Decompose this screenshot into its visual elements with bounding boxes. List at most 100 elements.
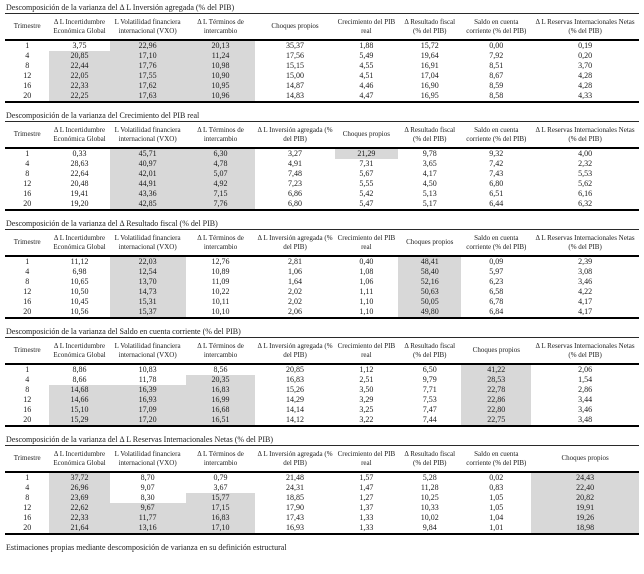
column-header: Δ L Inversión agregada (% del PIB) bbox=[255, 230, 335, 257]
value-cell: 12,76 bbox=[211, 257, 230, 266]
value-cell: 48,41 bbox=[398, 256, 462, 267]
value-cell: 7,76 bbox=[185, 199, 256, 211]
value-cell: 22,25 bbox=[49, 91, 110, 103]
value-cell: 6,50 bbox=[422, 365, 437, 374]
value-cell: 6,78 bbox=[489, 297, 504, 306]
value-cell: 40,97 bbox=[109, 159, 186, 169]
value-cell: 10,65 bbox=[70, 277, 89, 286]
value-cell: 17,10 bbox=[109, 51, 186, 61]
quarter-cell: 20 bbox=[5, 199, 50, 211]
column-header: L Volatilidad financiera internacional (… bbox=[109, 338, 186, 365]
value-cell: 23,69 bbox=[49, 493, 110, 503]
table-section-5: Descomposición de la varianza del Δ L Re… bbox=[5, 434, 639, 535]
value-cell: 7,53 bbox=[422, 395, 437, 404]
column-header: L Volatilidad financiera internacional (… bbox=[109, 122, 186, 149]
value-cell: 24,31 bbox=[286, 483, 305, 492]
table-row: 16 22,33 11,77 16,83 17,43 1,33 10,02 1,04 19,26 bbox=[5, 513, 639, 523]
column-header: Δ Resultado fiscal (% del PIB) bbox=[398, 122, 462, 149]
value-cell: 0,00 bbox=[489, 41, 504, 50]
value-cell: 6,51 bbox=[489, 189, 504, 198]
value-cell: 4,28 bbox=[578, 81, 593, 90]
value-cell: 17,55 bbox=[109, 71, 186, 81]
value-cell: 10,25 bbox=[420, 493, 439, 502]
value-cell: 14,14 bbox=[286, 405, 305, 414]
value-cell: 7,15 bbox=[185, 189, 256, 199]
value-cell: 2,06 bbox=[578, 365, 593, 374]
value-cell: 16,91 bbox=[420, 61, 439, 70]
value-cell: 6,84 bbox=[461, 307, 532, 319]
value-cell: 1,47 bbox=[359, 483, 374, 492]
value-cell: 52,16 bbox=[398, 277, 462, 287]
column-header: Δ L Inversión agregada (% del PIB) bbox=[255, 122, 335, 149]
header-row: Trimestre Δ L Incertidumbre Económica Glo… bbox=[5, 14, 639, 41]
quarter-cell: 12 bbox=[23, 503, 32, 512]
value-cell: 15,26 bbox=[286, 385, 305, 394]
value-cell: 9,07 bbox=[140, 483, 155, 492]
table-row: 12 20,48 44,91 4,92 7,23 5,55 4,50 6,80 5,62 bbox=[5, 179, 639, 189]
value-cell: 20,82 bbox=[531, 493, 639, 503]
value-cell: 5,67 bbox=[359, 169, 374, 178]
table-row: 12 22,62 9,67 17,15 17,90 1,37 10,33 1,05 19,91 bbox=[5, 503, 639, 513]
value-cell: 0,83 bbox=[489, 483, 504, 492]
value-cell: 3,27 bbox=[288, 149, 303, 158]
column-header: Saldo en cuenta corriente (% del PIB) bbox=[461, 446, 532, 473]
value-cell: 15,37 bbox=[109, 307, 186, 319]
tables-container: Descomposición de la varianza del Δ L In… bbox=[5, 2, 639, 535]
value-cell: 4,22 bbox=[578, 287, 593, 296]
quarter-cell: 16 bbox=[23, 513, 32, 522]
table-title: Descomposición de la varianza del Saldo … bbox=[5, 326, 639, 338]
quarter-cell: 8 bbox=[25, 493, 30, 502]
column-header: Δ L Incertidumbre Económica Global bbox=[49, 14, 110, 41]
value-cell: 1,33 bbox=[359, 513, 374, 522]
variance-table: Trimestre Δ L Incertidumbre Económica Glo… bbox=[5, 230, 639, 319]
value-cell: 1,06 bbox=[288, 267, 303, 276]
value-cell: 0,02 bbox=[489, 473, 504, 482]
value-cell: 8,56 bbox=[213, 365, 228, 374]
value-cell: 15,77 bbox=[185, 493, 256, 503]
table-section-2: Descomposición de la varianza del Crecim… bbox=[5, 110, 639, 211]
value-cell: 17,63 bbox=[109, 91, 186, 103]
column-header: Choques propios bbox=[398, 230, 462, 257]
value-cell: 11,09 bbox=[211, 277, 230, 286]
column-header: Trimestre bbox=[5, 14, 50, 41]
value-cell: 15,00 bbox=[286, 71, 305, 80]
column-header: Trimestre bbox=[5, 230, 50, 257]
value-cell: 15,29 bbox=[49, 415, 110, 427]
value-cell: 1,37 bbox=[359, 503, 374, 512]
quarter-cell: 20 bbox=[5, 307, 50, 319]
quarter-cell: 8 bbox=[25, 169, 30, 178]
table-row: 20 19,20 42,85 7,76 6,80 5,47 5,17 6,44 6,32 bbox=[5, 199, 639, 211]
value-cell: 17,15 bbox=[185, 503, 256, 513]
value-cell: 0,79 bbox=[213, 473, 228, 482]
value-cell: 6,98 bbox=[72, 267, 87, 276]
value-cell: 19,91 bbox=[531, 503, 639, 513]
value-cell: 21,29 bbox=[334, 148, 399, 159]
value-cell: 50,05 bbox=[398, 297, 462, 307]
table-row: 16 15,10 17,09 16,68 14,14 3,25 7,47 22,80 3,46 bbox=[5, 405, 639, 415]
table-section-3: Descomposición de la varianza del Δ Resu… bbox=[5, 218, 639, 319]
value-cell: 21,48 bbox=[286, 473, 305, 482]
value-cell: 12,54 bbox=[109, 267, 186, 277]
value-cell: 15,15 bbox=[286, 61, 305, 70]
value-cell: 22,40 bbox=[531, 483, 639, 493]
value-cell: 4,28 bbox=[578, 71, 593, 80]
column-header: Trimestre bbox=[5, 122, 50, 149]
value-cell: 0,33 bbox=[72, 149, 87, 158]
value-cell: 4,00 bbox=[578, 149, 593, 158]
quarter-cell: 8 bbox=[25, 61, 30, 70]
value-cell: 22,44 bbox=[49, 61, 110, 71]
value-cell: 10,11 bbox=[211, 297, 230, 306]
table-row: 8 23,69 8,30 15,77 18,85 1,27 10,25 1,05 20,82 bbox=[5, 493, 639, 503]
value-cell: 22,05 bbox=[49, 71, 110, 81]
value-cell: 6,58 bbox=[489, 287, 504, 296]
value-cell: 20,85 bbox=[49, 51, 110, 61]
column-header: Δ L Incertidumbre Económica Global bbox=[49, 338, 110, 365]
value-cell: 10,45 bbox=[70, 297, 89, 306]
table-row: 16 22,33 17,62 10,95 14,87 4,46 16,90 8,59 4,28 bbox=[5, 81, 639, 91]
value-cell: 6,30 bbox=[185, 148, 256, 159]
value-cell: 14,87 bbox=[286, 81, 305, 90]
value-cell: 8,30 bbox=[140, 493, 155, 502]
value-cell: 8,66 bbox=[72, 375, 87, 384]
value-cell: 44,91 bbox=[109, 179, 186, 189]
column-header: Δ Resultado fiscal (% del PIB) bbox=[398, 14, 462, 41]
